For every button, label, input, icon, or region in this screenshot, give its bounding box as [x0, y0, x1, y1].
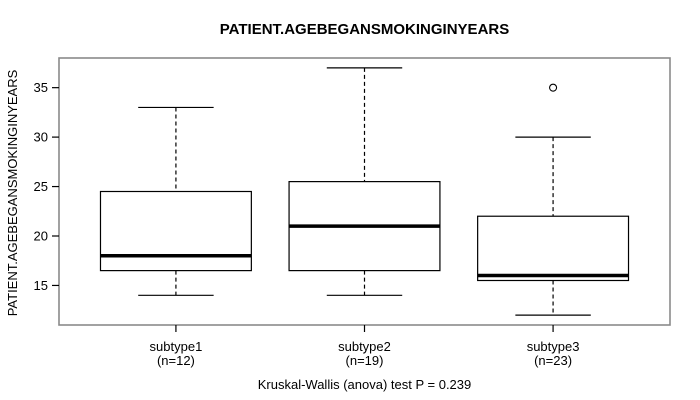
y-axis-label: PATIENT.AGEBEGANSMOKINGINYEARS [5, 69, 20, 316]
outlier-point [549, 83, 558, 92]
x-category-label: subtype1 [150, 339, 203, 354]
chart-title: PATIENT.AGEBEGANSMOKINGINYEARS [220, 21, 509, 38]
boxplot-group-subtype1 [99, 106, 252, 296]
boxplot-group-subtype3 [477, 83, 630, 316]
y-axis-tick-label: 15 [34, 278, 48, 293]
x-category-sublabel: (n=19) [346, 353, 384, 368]
x-category-sublabel: (n=12) [157, 353, 195, 368]
boxplot-group-subtype2 [288, 67, 441, 296]
y-axis-tick-label: 25 [34, 179, 48, 194]
plot-area: 15 20 25 30 35 subtype1(n=12) subtype2(n=19) su… [34, 57, 671, 368]
y-axis-tick-label: 35 [34, 80, 48, 95]
iqr-box [99, 190, 252, 272]
x-category-label: subtype2 [338, 339, 391, 354]
x-category-sublabel: (n=23) [534, 353, 572, 368]
stat-test-caption: Kruskal-Wallis (anova) test P = 0.239 [258, 377, 472, 392]
x-category-label: subtype3 [527, 339, 580, 354]
iqr-box [477, 215, 630, 282]
y-axis-tick-label: 30 [34, 130, 48, 145]
y-axis-tick-label: 20 [34, 229, 48, 244]
